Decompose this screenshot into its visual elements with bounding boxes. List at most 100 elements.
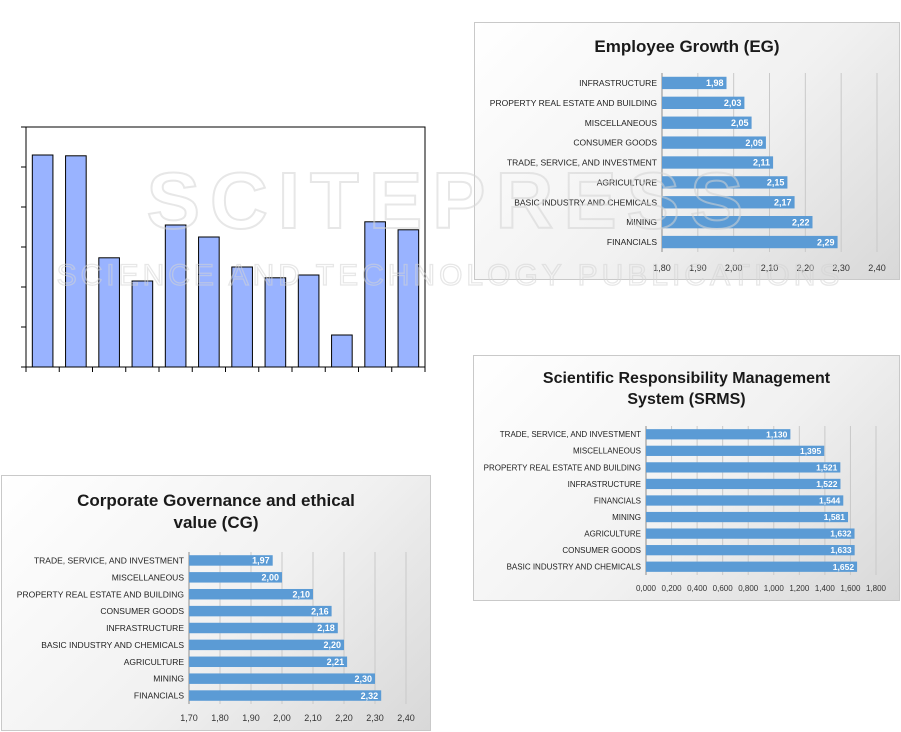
bar [331, 334, 353, 368]
chart-title-srms: Scientific Responsibility Management Sys… [474, 368, 899, 410]
x-tick-label: 1,400 [815, 584, 836, 593]
category-label: AGRICULTURE [124, 657, 185, 667]
bar [164, 224, 187, 368]
category-label: BASIC INDUSTRY AND CHEMICALS [41, 640, 184, 650]
x-tick-label: 2,30 [366, 713, 384, 723]
value-label: 1,97 [252, 556, 270, 566]
category-label: TRADE, SERVICE, AND INVESTMENT [507, 158, 657, 168]
bar [646, 445, 825, 456]
bar [189, 690, 382, 701]
employee-growth-panel: Employee Growth (EG) 1,80 1,90 2,00 2,10 2,2… [474, 22, 900, 280]
x-tick-label: 0,000 [636, 584, 657, 593]
bar [646, 561, 858, 572]
bar [662, 235, 838, 249]
x-tick-label: 2,10 [304, 713, 322, 723]
category-label: TRADE, SERVICE, AND INVESTMENT [34, 556, 184, 566]
x-tick-label: 1,600 [840, 584, 861, 593]
x-tick-label: 1,000 [764, 584, 785, 593]
bar [646, 429, 791, 440]
corporate-governance-chart: 1,70 1,80 1,90 2,00 2,10 2,20 2,30 2,40 TRADE, S… [17, 552, 415, 723]
value-label: 1,581 [824, 512, 846, 522]
x-tick-label: 1,90 [242, 713, 260, 723]
category-label: AGRICULTURE [584, 529, 641, 538]
bar [189, 673, 375, 684]
x-tick-label: 0,800 [738, 584, 759, 593]
category-label: FINANCIALS [607, 237, 657, 247]
category-label: CONSUMER GOODS [573, 138, 657, 148]
category-label: INFRASTRUCTURE [568, 480, 641, 489]
value-label: 2,09 [745, 138, 763, 148]
category-label: MINING [153, 674, 184, 684]
x-tick-label: 1,70 [180, 713, 198, 723]
bar [662, 216, 813, 229]
category-label: MINING [626, 217, 657, 227]
bar [662, 136, 766, 149]
plot-frame [25, 126, 426, 368]
chart-title-cg-line2: value (CG) [173, 513, 259, 532]
bar [646, 511, 849, 523]
category-label: TRADE, SERVICE, AND INVESTMENT [500, 430, 641, 439]
category-label: FINANCIALS [594, 496, 641, 505]
value-label: 2,10 [292, 589, 310, 599]
bar [65, 155, 87, 368]
bar [189, 555, 273, 566]
category-label: INFRASTRUCTURE [106, 623, 184, 633]
value-label: 2,21 [327, 657, 345, 667]
value-label: 2,17 [774, 198, 792, 208]
srms-chart: 0,000 0,200 0,400 0,600 0,800 1,000 1,200 1,400… [484, 426, 887, 593]
value-label: 2,03 [724, 98, 742, 108]
bar [189, 588, 313, 600]
bar [189, 656, 348, 668]
bar [189, 622, 338, 634]
bar [662, 96, 745, 109]
category-label: CONSUMER GOODS [100, 606, 184, 616]
bar [364, 221, 386, 368]
x-tick-label: 0,600 [713, 584, 734, 593]
bar [189, 572, 282, 583]
chart-title-cg-line1: Corporate Governance and ethical [77, 491, 355, 510]
value-label: 1,544 [819, 496, 841, 506]
value-label: 1,521 [816, 462, 838, 472]
bar [297, 274, 320, 368]
x-tick-label: 2,30 [832, 263, 850, 273]
vertical-bar-chart [21, 126, 426, 372]
x-tick-label: 2,40 [397, 713, 415, 723]
value-label: 1,395 [800, 446, 822, 456]
x-tick-label: 0,400 [687, 584, 708, 593]
value-label: 1,522 [816, 479, 838, 489]
bar [662, 116, 752, 129]
x-tick-label: 2,00 [273, 713, 291, 723]
corporate-governance-panel: Corporate Governance and ethical value (… [1, 475, 431, 731]
bar [397, 229, 420, 368]
value-label: 2,22 [792, 217, 810, 227]
category-label: FINANCIALS [134, 691, 184, 701]
x-tick-label: 1,800 [866, 584, 887, 593]
bar [189, 639, 344, 651]
value-label: 2,20 [323, 640, 341, 650]
bar [662, 76, 727, 90]
bar [646, 528, 855, 539]
bar [198, 236, 220, 368]
employee-growth-chart: 1,80 1,90 2,00 2,10 2,20 2,30 2,40 INFRASTRUCTU… [490, 73, 886, 273]
bar [231, 266, 253, 368]
category-label: BASIC INDUSTRY AND CHEMICALS [514, 197, 657, 207]
value-label: 2,15 [767, 178, 785, 188]
bar [98, 257, 120, 368]
chart-title-eg: Employee Growth (EG) [475, 37, 899, 57]
category-label: MINING [612, 513, 641, 522]
x-tick-label: 2,20 [797, 263, 815, 273]
chart-title-srms-line1: Scientific Responsibility Management [542, 370, 831, 387]
category-label: PROPERTY REAL ESTATE AND BUILDING [484, 463, 641, 472]
x-tick-label: 2,00 [725, 263, 743, 273]
value-label: 2,29 [817, 237, 835, 247]
x-tick-label: 2,10 [761, 263, 779, 273]
bar [264, 277, 287, 368]
category-label: BASIC INDUSTRY AND CHEMICALS [507, 563, 641, 572]
value-label: 1,632 [830, 529, 852, 539]
bar [662, 156, 774, 169]
x-tick-label: 1,90 [689, 263, 707, 273]
category-label: PROPERTY REAL ESTATE AND BUILDING [17, 589, 184, 599]
x-tick-label: 0,200 [662, 584, 683, 593]
category-label: MISCELLANEOUS [585, 118, 658, 128]
category-label: INFRASTRUCTURE [579, 78, 657, 88]
